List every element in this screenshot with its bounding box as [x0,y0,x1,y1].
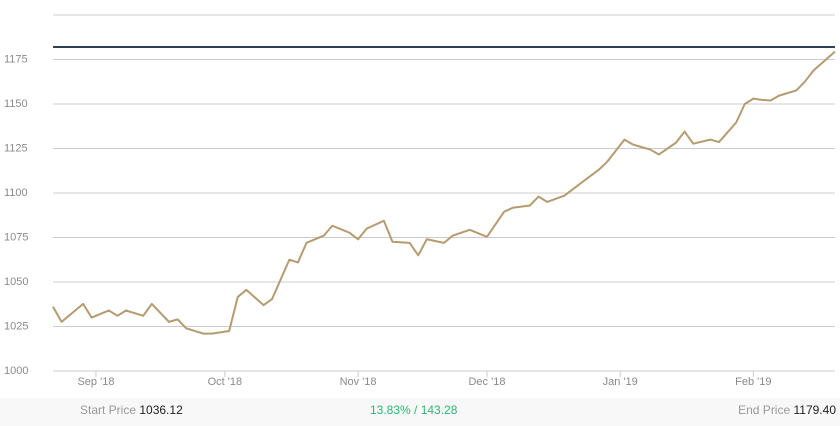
y-tick-label: 1050 [4,276,28,288]
y-tick-label: 1075 [4,231,28,243]
y-tick-label: 1125 [4,142,28,154]
footer: Start Price 1036.12 13.83% / 143.28 End … [0,398,840,426]
end-value: 1179.40 [793,403,837,417]
end-price: End Price 1179.40 [738,403,836,417]
x-tick-label: Jan '19 [603,376,638,388]
x-tick-label: Dec '18 [468,376,505,388]
price-line [52,50,836,335]
y-tick-label: 1150 [4,98,28,110]
start-label: Start Price [80,403,137,417]
chart: 1000 1025 1050 1075 1100 1125 1150 1175 Sep '18 O… [4,14,836,388]
y-tick-label: 1100 [4,187,28,199]
start-value: 1036.12 [139,403,183,417]
x-tick-label: Sep '18 [77,376,114,388]
change: 13.83% / 143.28 [370,403,458,417]
x-tick-label: Feb '19 [735,376,771,388]
end-label: End Price [738,403,791,417]
x-tick-label: Oct '18 [208,376,243,388]
y-tick-label: 1025 [4,320,28,332]
y-tick-label: 1175 [4,53,28,65]
start-price: Start Price 1036.12 [80,403,183,417]
y-tick-label: 1000 [4,365,28,377]
x-tick-label: Nov '18 [340,376,377,388]
